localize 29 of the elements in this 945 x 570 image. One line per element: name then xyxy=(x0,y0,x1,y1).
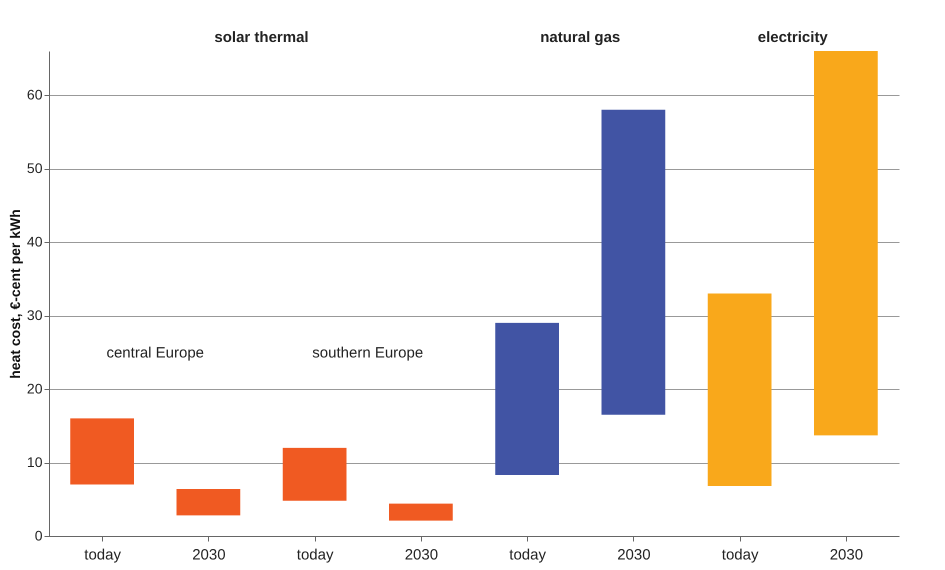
annotation: central Europe xyxy=(106,344,204,362)
text: natural gas xyxy=(540,29,620,46)
text: solar thermal xyxy=(214,29,309,46)
text: electricity xyxy=(758,29,828,46)
x-tick-label: 2030 xyxy=(404,546,438,564)
bar xyxy=(814,51,878,436)
bar xyxy=(389,504,453,521)
x-tick-label: 2030 xyxy=(617,546,651,564)
y-axis-title: heat cost, €-cent per kWh xyxy=(6,209,23,379)
y-tick-label: 50 xyxy=(26,160,43,176)
bar xyxy=(708,294,772,486)
x-tick-label: 2030 xyxy=(830,546,864,564)
bar xyxy=(70,418,134,485)
bar xyxy=(495,322,559,476)
y-tick-label: 30 xyxy=(26,307,43,324)
annotation: southern Europe xyxy=(312,344,424,362)
x-tick-label: today xyxy=(509,546,546,564)
x-tick-label: today xyxy=(84,546,122,564)
y-tick-label: 20 xyxy=(26,380,43,397)
y-tick-label: 0 xyxy=(34,528,43,544)
x-tick-label: today xyxy=(722,546,759,564)
x-tick-label: today xyxy=(296,546,334,564)
y-tick-label: 10 xyxy=(26,454,43,470)
bar xyxy=(602,110,666,415)
bar xyxy=(282,448,346,501)
y-tick-label: 60 xyxy=(26,86,43,103)
x-tick-label: 2030 xyxy=(192,546,226,564)
y-tick-label: 40 xyxy=(26,234,43,250)
bar xyxy=(176,488,240,516)
